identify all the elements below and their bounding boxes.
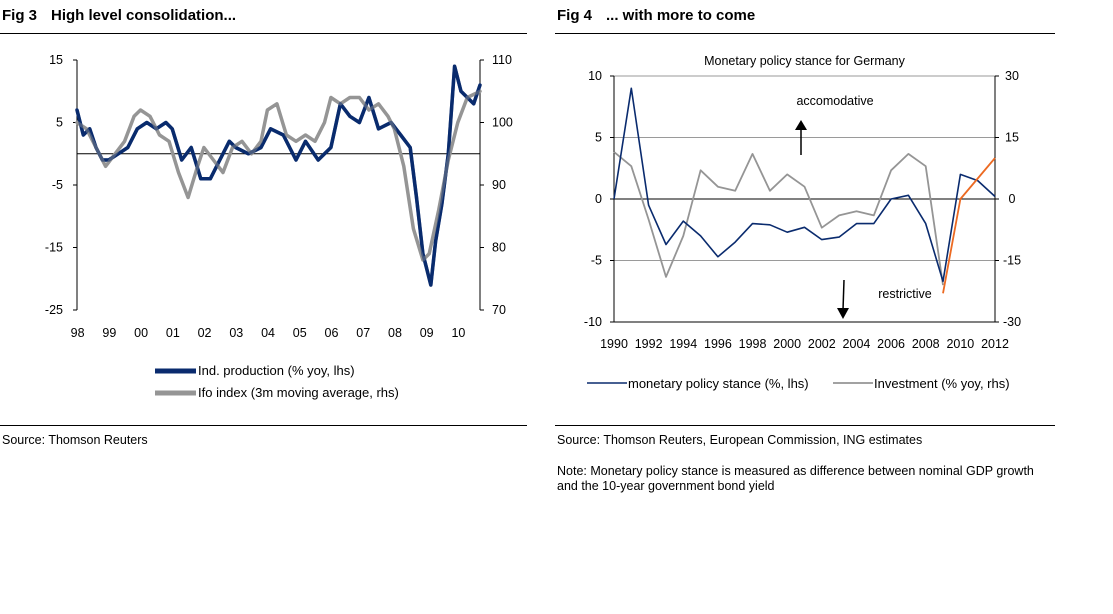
fig4-x-tick-label: 1998 xyxy=(739,337,767,351)
fig4-x-tick-label: 2010 xyxy=(946,337,974,351)
fig4-right-tick-label: 0 xyxy=(1009,192,1016,206)
fig3-x-tick-label: 06 xyxy=(325,326,339,340)
fig3-left-tick-label: -25 xyxy=(45,303,63,317)
fig3-top-rule xyxy=(0,33,527,34)
fig4-right-tick-label: -15 xyxy=(1003,254,1021,268)
fig3-x-tick-label: 05 xyxy=(293,326,307,340)
fig3-x-tick-label: 04 xyxy=(261,326,275,340)
fig4-legend-label: Investment (% yoy, rhs) xyxy=(874,376,1010,391)
fig3-title-text: High level consolidation... xyxy=(51,7,237,24)
fig3-x-tick-label: 09 xyxy=(420,326,434,340)
fig4-title: Fig 4 ... with more to come xyxy=(557,7,755,24)
fig4-x-tick-label: 1996 xyxy=(704,337,732,351)
fig4-arrow-down-shaft xyxy=(842,279,845,311)
fig4-title-text: ... with more to come xyxy=(606,7,756,24)
fig4-x-tick-label: 2000 xyxy=(773,337,801,351)
fig3-x-tick-label: 01 xyxy=(166,326,180,340)
fig4-chart: Monetary policy stance for Germany 10 5 0 -5… xyxy=(584,54,1021,391)
fig4-annotation-restrictive: restrictive xyxy=(878,287,932,301)
fig4-left-tick-label: 10 xyxy=(588,69,602,83)
fig3-x-tick-label: 07 xyxy=(356,326,370,340)
fig3-x-tick-label: 98 xyxy=(71,326,85,340)
fig3-right-tick-label: 80 xyxy=(492,241,506,255)
fig4-x-tick-label: 2006 xyxy=(877,337,905,351)
fig4-series-monetary-policy xyxy=(613,87,996,283)
fig4-x-tick-label: 2004 xyxy=(843,337,871,351)
fig3-x-tick-label: 08 xyxy=(388,326,402,340)
fig3-right-tick-label: 100 xyxy=(492,116,513,130)
fig4-x-tick-label: 1994 xyxy=(669,337,697,351)
fig4-legend-label: monetary policy stance (%, lhs) xyxy=(628,376,809,391)
fig3-number: Fig 3 xyxy=(2,7,38,24)
fig4-series-investment xyxy=(613,151,944,286)
fig3-x-tick-label: 10 xyxy=(451,326,465,340)
fig4-arrow-up-head xyxy=(795,120,807,130)
fig3-bottom-rule xyxy=(0,425,527,426)
fig3-x-tick-label: 00 xyxy=(134,326,148,340)
fig4-series-investment-forecast xyxy=(942,157,996,294)
fig4-right-tick-label: 15 xyxy=(1005,131,1019,145)
fig3-right-tick-label: 90 xyxy=(492,178,506,192)
fig3-x-tick-label: 99 xyxy=(102,326,116,340)
fig3-x-tick-label: 02 xyxy=(198,326,212,340)
fig4-arrow-down-head xyxy=(837,308,849,319)
fig3-title: Fig 3 High level consolidation... xyxy=(2,7,236,24)
fig4-note: Note: Monetary policy stance is measured… xyxy=(557,464,1034,493)
fig3-right-tick-label: 70 xyxy=(492,303,506,317)
fig4-x-tick-label: 1990 xyxy=(600,337,628,351)
fig3-series-ifo-index xyxy=(75,89,482,262)
fig4-top-rule xyxy=(555,33,1055,34)
fig3-chart: 15 5 -5 -15 -25 110 100 90 80 70 98 99 00 01 02 03 04 05 0… xyxy=(45,53,513,400)
fig4-annotation-accomodative: accomodative xyxy=(796,94,873,108)
fig4-x-tick-label: 2008 xyxy=(912,337,940,351)
fig4-x-tick-label: 1992 xyxy=(635,337,663,351)
fig3-source: Source: Thomson Reuters xyxy=(2,433,148,447)
fig4-x-tick-label: 2012 xyxy=(981,337,1009,351)
fig4-left-tick-label: -5 xyxy=(591,254,602,268)
fig3-legend-label: Ind. production (% yoy, lhs) xyxy=(198,363,355,378)
fig3-legend-label: Ifo index (3m moving average, rhs) xyxy=(198,385,399,400)
fig3-right-tick-label: 110 xyxy=(492,53,512,67)
fig3-series-ind-production-overlay xyxy=(75,64,482,287)
fig4-left-tick-label: 5 xyxy=(595,131,602,145)
fig4-bottom-rule xyxy=(555,425,1055,426)
fig4-left-tick-label: -10 xyxy=(584,315,602,329)
fig4-chart-title: Monetary policy stance for Germany xyxy=(704,54,906,68)
fig3-left-tick-label: 5 xyxy=(56,116,63,130)
fig4-source: Source: Thomson Reuters, European Commis… xyxy=(557,433,923,447)
fig4-number: Fig 4 xyxy=(557,7,593,24)
fig4-right-tick-label: -30 xyxy=(1003,315,1021,329)
fig4-right-tick-label: 30 xyxy=(1005,69,1019,83)
fig3-left-tick-label: 15 xyxy=(49,53,63,67)
fig3-left-tick-label: -15 xyxy=(45,241,63,255)
fig4-left-tick-label: 0 xyxy=(595,192,602,206)
fig4-x-tick-label: 2002 xyxy=(808,337,836,351)
fig3-left-tick-label: -5 xyxy=(52,178,63,192)
fig3-x-tick-label: 03 xyxy=(229,326,243,340)
